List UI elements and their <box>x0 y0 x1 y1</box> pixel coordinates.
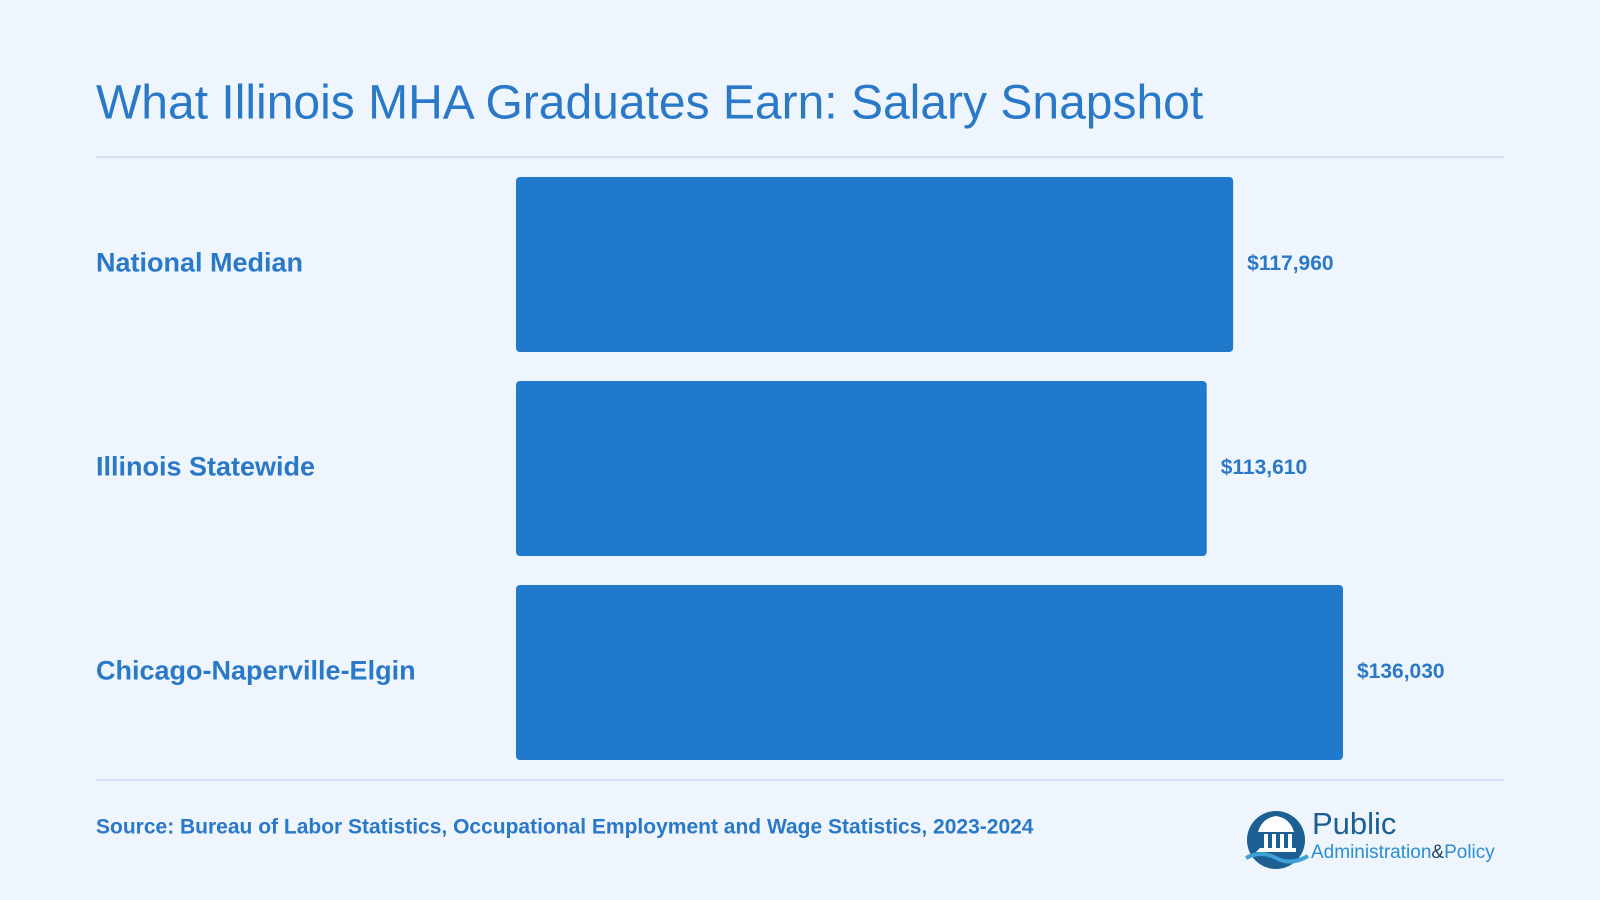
bar <box>516 177 1234 352</box>
logo-tagline-part: Policy <box>1444 842 1495 863</box>
source-note: Source: Bureau of Labor Statistics, Occu… <box>96 816 1034 839</box>
bar <box>516 585 1343 760</box>
logo-wave <box>1245 852 1310 864</box>
category-label: Chicago-Naperville-Elgin <box>96 656 416 686</box>
logo-tagline-part: Administration <box>1311 842 1431 863</box>
value-label: $136,030 <box>1357 660 1445 683</box>
chart-title: What Illinois MHA Graduates Earn: Salary… <box>96 77 1203 130</box>
value-label: $117,960 <box>1247 252 1333 275</box>
value-label: $113,610 <box>1221 456 1307 479</box>
bar <box>516 381 1207 556</box>
logo-tagline: Administration&Policy <box>1311 842 1495 863</box>
category-label: Illinois Statewide <box>96 452 315 482</box>
category-label: National Median <box>96 248 303 278</box>
logo: Public Administration&Policy <box>1245 806 1495 869</box>
logo-tagline-amp: & <box>1431 842 1444 863</box>
logo-capitol <box>1256 816 1296 852</box>
logo-name: Public <box>1312 806 1396 841</box>
